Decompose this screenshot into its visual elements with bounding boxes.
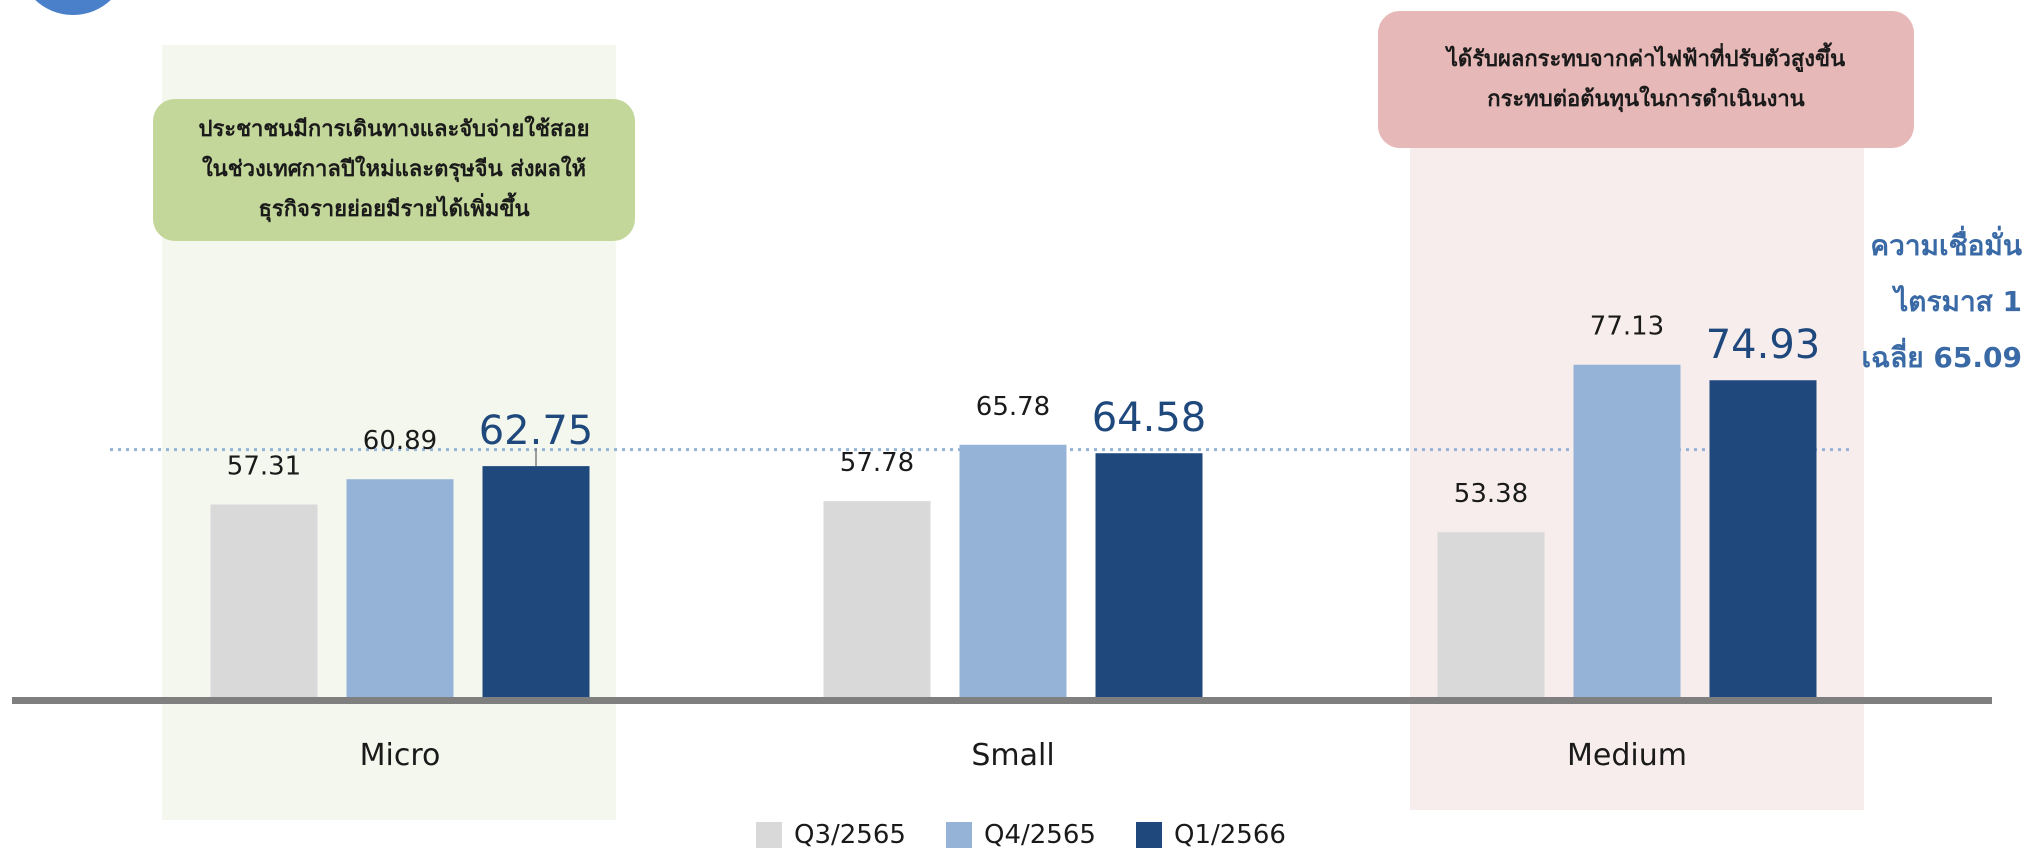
bar bbox=[1709, 380, 1817, 697]
callout-medium-line: กระทบต่อต้นทุนในการดำเนินงาน bbox=[1487, 86, 1805, 112]
data-label: 57.78 bbox=[840, 448, 914, 478]
bar bbox=[346, 479, 454, 697]
average-label-line: เฉลี่ย 65.09 bbox=[1861, 341, 2022, 374]
legend-item-q1: Q1/2566 bbox=[1136, 820, 1286, 850]
bar bbox=[482, 466, 590, 697]
legend-swatch bbox=[946, 822, 972, 848]
average-reference-label: ความเชื่อมั่น ไตรมาส 1 เฉลี่ย 65.09 bbox=[1840, 218, 2022, 386]
bar bbox=[959, 444, 1067, 697]
callout-medium: ได้รับผลกระทบจากค่าไฟฟ้าที่ปรับตัวสูงขึ้… bbox=[1378, 11, 1914, 148]
average-label-line: ความเชื่อมั่น bbox=[1870, 229, 2022, 262]
callout-micro-line: ธุรกิจรายย่อยมีรายได้เพิ่มขึ้น bbox=[258, 197, 530, 222]
category-label: Micro bbox=[360, 738, 441, 773]
data-label: 57.31 bbox=[227, 451, 301, 481]
x-axis-baseline bbox=[12, 697, 1992, 704]
legend-item-q4: Q4/2565 bbox=[946, 820, 1096, 850]
category-label: Medium bbox=[1567, 738, 1687, 773]
legend-label: Q3/2565 bbox=[794, 820, 906, 850]
data-label: 65.78 bbox=[976, 392, 1050, 422]
data-label: 60.89 bbox=[363, 426, 437, 456]
data-label: 62.75 bbox=[479, 408, 594, 454]
bar bbox=[823, 501, 931, 697]
bar bbox=[1095, 453, 1203, 697]
bar bbox=[1573, 364, 1681, 697]
callout-micro-line: ประชาชนมีการเดินทางและจับจ่ายใช้สอย bbox=[198, 117, 590, 142]
data-label: 64.58 bbox=[1092, 395, 1207, 441]
data-label: 74.93 bbox=[1706, 322, 1821, 368]
bar bbox=[1437, 532, 1545, 697]
average-label-line: ไตรมาส 1 bbox=[1894, 285, 2022, 318]
legend-label: Q4/2565 bbox=[984, 820, 1096, 850]
legend-item-q3: Q3/2565 bbox=[756, 820, 906, 850]
callout-micro-line: ในช่วงเทศกาลปีใหม่และตรุษจีน ส่งผลให้ bbox=[201, 157, 587, 182]
category-label: Small bbox=[971, 738, 1054, 773]
data-label: 53.38 bbox=[1454, 479, 1528, 509]
data-label: 77.13 bbox=[1590, 312, 1664, 342]
legend-swatch bbox=[1136, 822, 1162, 848]
callout-medium-line: ได้รับผลกระทบจากค่าไฟฟ้าที่ปรับตัวสูงขึ้… bbox=[1446, 46, 1846, 72]
callout-micro: ประชาชนมีการเดินทางและจับจ่ายใช้สอย ในช่… bbox=[153, 99, 635, 241]
bar bbox=[210, 504, 318, 697]
legend-label: Q1/2566 bbox=[1174, 820, 1286, 850]
legend-swatch bbox=[756, 822, 782, 848]
